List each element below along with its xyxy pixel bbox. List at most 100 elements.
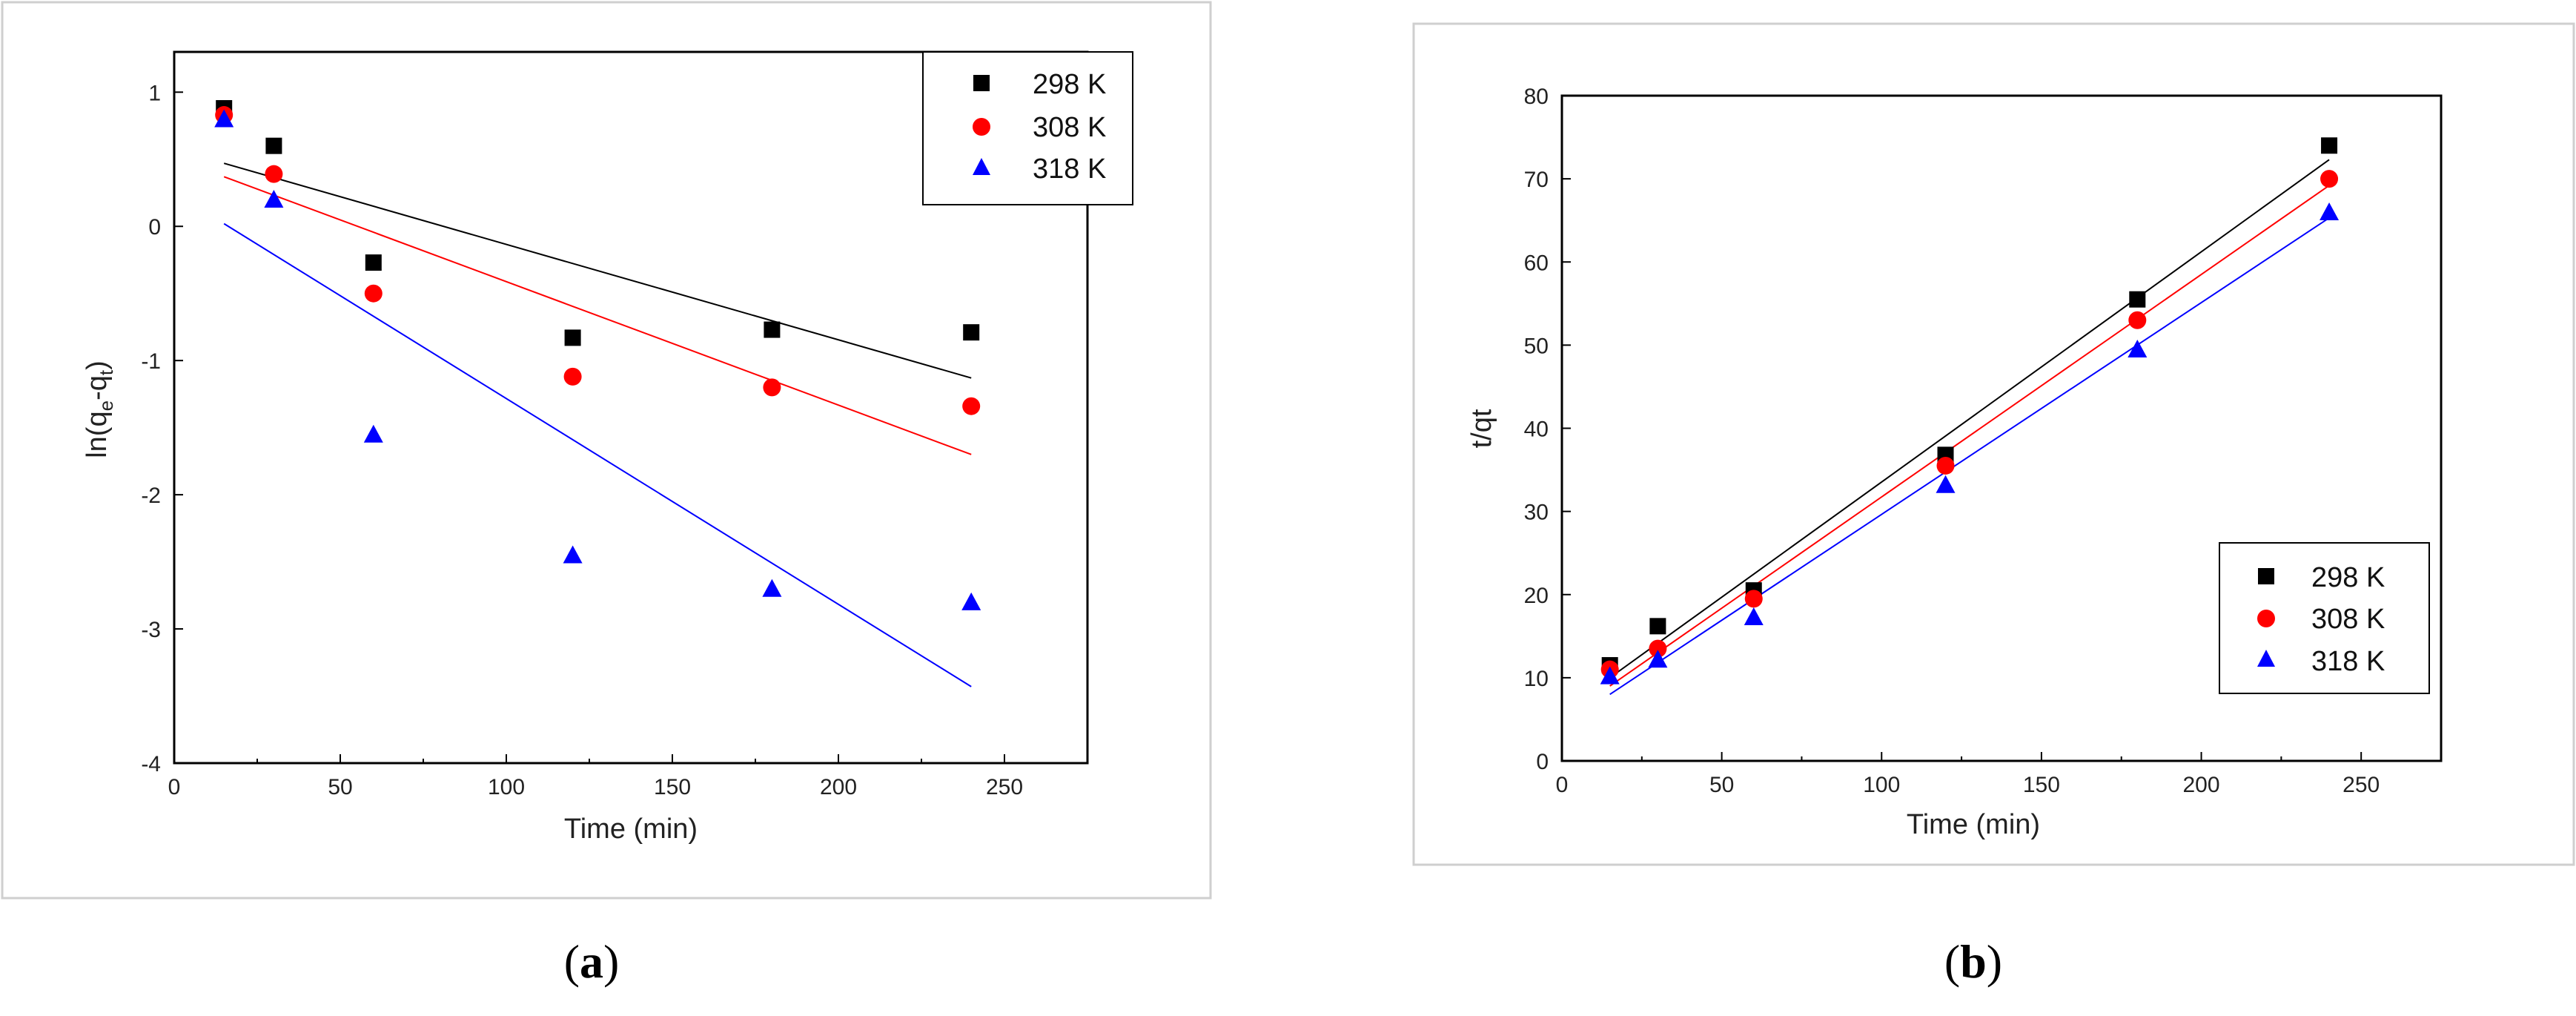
y-tick-label: 50 xyxy=(1524,334,1549,358)
y-axis-label: t/qt xyxy=(1466,409,1497,448)
y-tick-label: 10 xyxy=(1524,667,1549,691)
y-axis-label: ln(qe-qt) xyxy=(82,360,117,458)
legend: 298 K 308 K 318 K xyxy=(922,51,1133,205)
y-axis-label-end: ) xyxy=(82,360,113,370)
y-axis-ticks: 1 0 -1 -2 -3 -4 xyxy=(141,81,183,776)
legend-marker-318 xyxy=(2257,650,2275,667)
legend-marker-318 xyxy=(973,158,990,175)
point-298-k xyxy=(564,329,581,346)
legend-marker-308 xyxy=(2257,610,2275,627)
panel-b-caption: (b) xyxy=(1944,935,2002,988)
panel-b-frame xyxy=(1412,22,2575,866)
y-tick-label: 20 xyxy=(1524,584,1549,608)
fit-line-298-k xyxy=(1609,159,2330,679)
point-308-k xyxy=(1649,639,1667,658)
x-tick-label: 50 xyxy=(328,775,352,799)
x-tick-label: 50 xyxy=(1709,773,1734,797)
plot-area xyxy=(173,50,1089,765)
point-318-k xyxy=(214,109,234,128)
y-axis-label-sub-t: t xyxy=(95,369,117,375)
legend-label-308: 308 K xyxy=(2311,604,2385,635)
y-tick-label: -1 xyxy=(141,349,161,374)
fit-line-308-k xyxy=(1609,185,2330,687)
point-318-k xyxy=(961,592,981,610)
point-318-k xyxy=(264,190,284,208)
point-308-k xyxy=(563,367,582,386)
point-308-k xyxy=(962,397,981,415)
point-308-k xyxy=(2320,170,2339,188)
fit-line-318-k xyxy=(1609,217,2330,696)
y-tick-label: 40 xyxy=(1524,418,1549,442)
x-axis-label: Time (min) xyxy=(1907,809,2040,840)
x-tick-label: 100 xyxy=(488,775,525,799)
y-tick-label: -4 xyxy=(141,752,161,776)
legend-marker-308 xyxy=(973,118,990,136)
fit-line-318-k xyxy=(223,222,972,687)
x-axis-label: Time (min) xyxy=(564,814,698,845)
x-tick-label: 200 xyxy=(2183,773,2220,797)
point-318-k xyxy=(1600,666,1620,685)
data-points xyxy=(1600,137,2340,685)
point-318-k xyxy=(2128,339,2148,357)
x-tick-label: 200 xyxy=(820,775,857,799)
point-298-k xyxy=(2129,291,2146,308)
y-tick-label: 0 xyxy=(148,215,161,240)
point-298-k xyxy=(963,324,980,341)
panel-a-caption: (a) xyxy=(564,935,620,988)
point-308-k xyxy=(1744,590,1763,608)
y-axis-label-main: ln(q xyxy=(82,411,113,458)
caption-a-letter: a xyxy=(580,935,603,988)
x-tick-label: 150 xyxy=(654,775,691,799)
legend-label-298: 298 K xyxy=(1033,69,1106,100)
y-tick-label: -2 xyxy=(141,484,161,508)
y-tick-label: 70 xyxy=(1524,168,1549,192)
fit-line-298-k xyxy=(223,162,972,379)
point-308-k xyxy=(1936,456,1955,475)
point-318-k xyxy=(363,424,383,443)
y-tick-label: 60 xyxy=(1524,251,1549,275)
legend-label-318: 318 K xyxy=(2311,646,2385,677)
x-tick-label: 250 xyxy=(2342,773,2380,797)
y-tick-label: 0 xyxy=(1536,750,1549,774)
caption-b-close: ) xyxy=(1987,935,2002,988)
point-318-k xyxy=(2320,202,2340,220)
point-298-k xyxy=(2321,137,2338,154)
x-axis-ticks: 0 50 100 150 200 250 xyxy=(168,754,1023,799)
point-298-k xyxy=(365,254,382,271)
caption-b-letter: b xyxy=(1960,935,1987,988)
legend-box xyxy=(2219,542,2430,694)
panel-a-frame xyxy=(1,1,1212,900)
x-tick-label: 100 xyxy=(1863,773,1900,797)
y-tick-label: 80 xyxy=(1524,85,1549,109)
point-318-k xyxy=(1648,650,1668,668)
x-tick-label: 0 xyxy=(168,775,181,799)
data-points xyxy=(214,99,981,610)
point-298-k xyxy=(265,137,282,154)
x-tick-label: 150 xyxy=(2023,773,2060,797)
panel-a: 0 50 100 150 200 250 1 0 -1 -2 -3 -4 Time (min) ln… xyxy=(1,1,1212,988)
caption-a-open: ( xyxy=(564,935,580,988)
legend-marker-298 xyxy=(973,75,990,91)
caption-a-close: ) xyxy=(603,935,619,988)
y-tick-label: -3 xyxy=(141,618,161,642)
y-axis-label-sub-e: e xyxy=(95,400,117,411)
legend-label-318: 318 K xyxy=(1033,154,1106,185)
point-318-k xyxy=(762,578,782,597)
x-tick-label: 0 xyxy=(1556,773,1569,797)
caption-b-open: ( xyxy=(1944,935,1960,988)
panel-b: 0 50 100 150 200 250 0 10 20 30 40 50 60 70 80 Time (… xyxy=(1412,22,2575,988)
point-308-k xyxy=(265,165,283,183)
y-tick-label: 30 xyxy=(1524,501,1549,525)
point-318-k xyxy=(1744,607,1764,626)
x-tick-label: 250 xyxy=(986,775,1023,799)
legend-label-308: 308 K xyxy=(1033,112,1106,143)
y-axis-label-mid: -q xyxy=(82,375,113,400)
fit-lines xyxy=(1609,159,2330,696)
legend-label-298: 298 K xyxy=(2311,562,2385,593)
point-308-k xyxy=(364,284,383,303)
fit-line-308-k xyxy=(223,176,972,455)
legend-box xyxy=(922,51,1133,205)
y-tick-label: 1 xyxy=(148,81,161,105)
point-318-k xyxy=(1936,475,1956,493)
